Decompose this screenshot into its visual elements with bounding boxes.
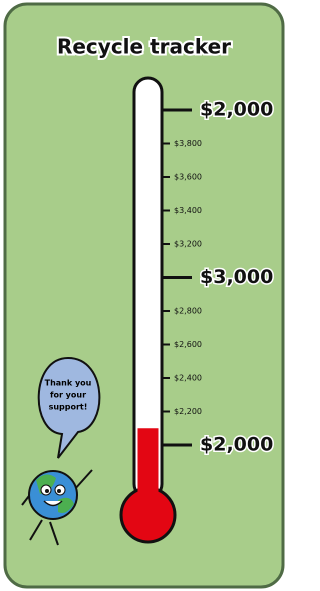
tick-label: $3,200	[174, 240, 202, 249]
bubble-text: support!	[49, 403, 88, 412]
bubble-text: for your	[50, 391, 86, 400]
title: Recycle tracker	[57, 35, 231, 59]
bulb-join	[138, 480, 159, 500]
tick-label: $3,400	[174, 206, 202, 215]
tick-label: $3,000	[200, 266, 273, 288]
bubble-text: Thank you	[45, 379, 92, 388]
tick-label: $3,600	[174, 173, 202, 182]
tick-label: $2,000	[200, 99, 273, 121]
tick-label: $2,600	[174, 340, 202, 349]
tick-label: $2,400	[174, 374, 202, 383]
tick-label: $2,800	[174, 307, 202, 316]
tick-label: $3,800	[174, 139, 202, 148]
poster: Recycle tracker Thank you for your suppo…	[0, 0, 288, 591]
tick-label: $2,000	[200, 434, 273, 456]
tick-label: $2,200	[174, 407, 202, 416]
